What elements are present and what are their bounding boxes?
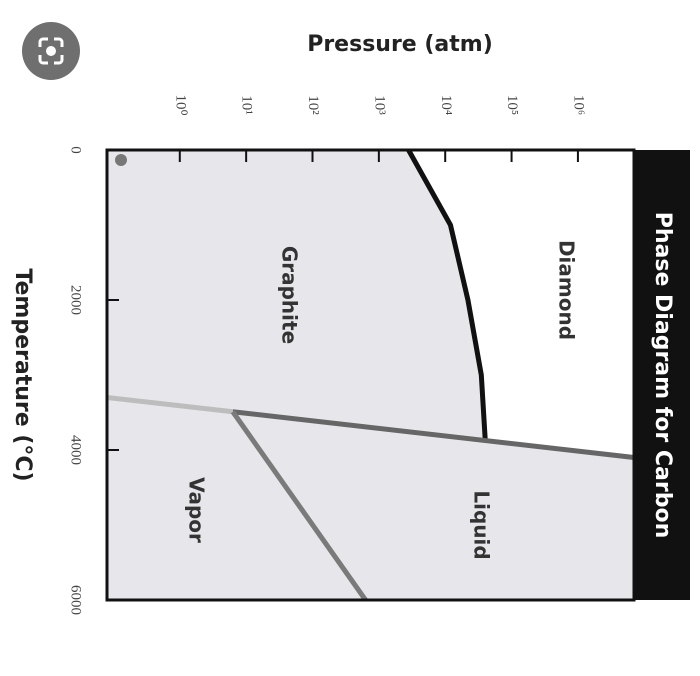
diamond-region	[408, 150, 634, 458]
region-label: Diamond	[555, 240, 579, 340]
x-tick-label: 10⁴	[438, 95, 454, 115]
x-tick-label: 10³	[371, 95, 387, 115]
y-axis-label: Temperature (°C)	[10, 268, 35, 481]
y-tick-label: 4000	[68, 435, 84, 465]
region-label: Liquid	[470, 490, 494, 559]
x-tick-label: 10¹	[239, 95, 255, 115]
x-tick-label: 10⁰	[172, 94, 188, 115]
x-tick-label: 10²	[305, 95, 321, 115]
x-tick-label: 10⁵	[504, 95, 520, 115]
x-tick-label: 10⁶	[570, 95, 586, 115]
phase-boundary	[106, 395, 234, 415]
y-tick-label: 6000	[68, 585, 84, 615]
title-bar	[634, 150, 690, 600]
region-label: Vapor	[185, 477, 209, 543]
phase-boundary	[230, 410, 368, 602]
phase-boundary	[232, 409, 635, 460]
y-tick-label: 2000	[68, 285, 84, 315]
phase-boundary	[406, 148, 488, 439]
y-tick-label: 0	[68, 146, 84, 154]
lens-dot	[46, 46, 56, 56]
chart-title: Phase Diagram for Carbon	[650, 212, 675, 539]
region-label: Graphite	[278, 246, 302, 344]
lens-icon[interactable]	[22, 22, 80, 80]
x-axis-label: Pressure (atm)	[307, 32, 493, 57]
corner-dot	[115, 154, 127, 166]
lens-frame	[38, 37, 64, 65]
